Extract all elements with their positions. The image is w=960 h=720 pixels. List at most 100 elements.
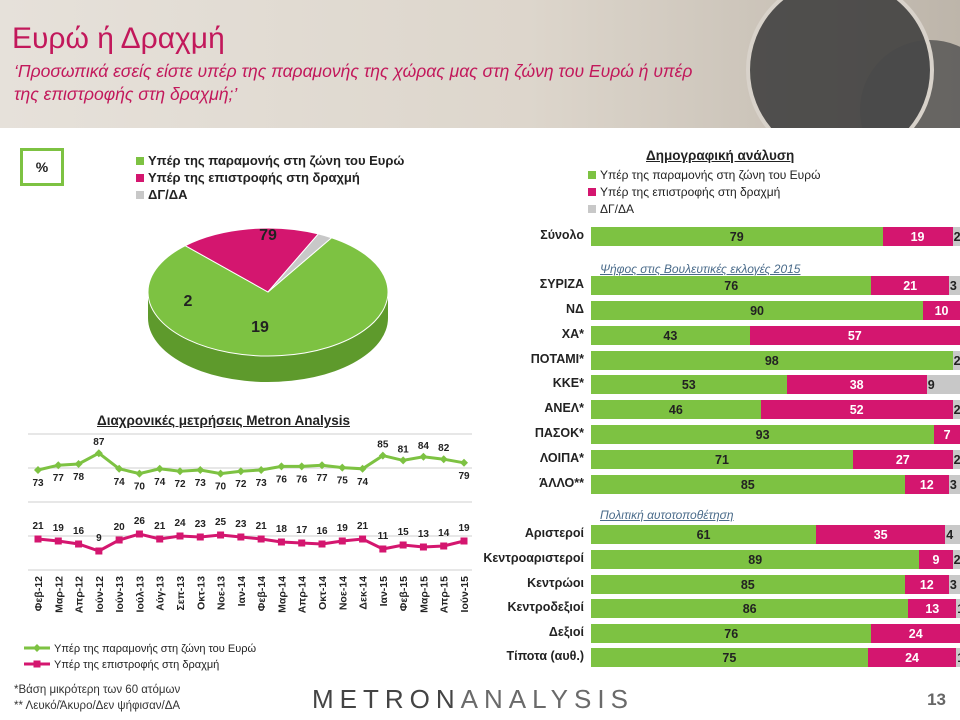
- bar-row: 71 27 2: [591, 450, 960, 469]
- bar-segment-stay: 93: [591, 425, 935, 444]
- stay-point: [378, 451, 387, 460]
- x-tick-label: Απρ-12: [74, 576, 86, 613]
- bar-legend-label: Υπέρ της επιστροφής στη δραχμή: [600, 184, 781, 199]
- legend-label-return: Υπέρ της επιστροφής στη δραχμή: [148, 170, 360, 185]
- bar-row-label: Κεντρώοι: [527, 576, 584, 590]
- x-tick-label: Μαρ-12: [53, 576, 65, 613]
- bar-segment-return: 19: [882, 227, 953, 246]
- bar-group-heading: Ψήφος στις Βουλευτικές εκλογές 2015: [600, 262, 801, 276]
- stay-point: [318, 461, 326, 470]
- x-tick-label: Ιούν-15: [459, 576, 471, 613]
- data-label: 70: [215, 482, 227, 493]
- bar-row-label: Δεξιοί: [548, 625, 584, 639]
- header-band: [0, 0, 960, 128]
- data-label: 23: [235, 519, 247, 530]
- stay-point: [236, 467, 245, 476]
- bar-row-label: ΣΥΡΙΖΑ: [539, 277, 584, 291]
- bar-value-label: 3: [949, 278, 957, 293]
- bar-segment-stay: 89: [591, 550, 920, 569]
- bar-row-label: ΠΟΤΑΜΙ*: [530, 352, 584, 366]
- bar-row: 76 21 3: [591, 276, 960, 295]
- data-label: 73: [195, 478, 207, 489]
- data-label: 26: [134, 516, 146, 527]
- data-label: 19: [458, 523, 470, 534]
- x-tick-label: Φεβ-12: [33, 576, 45, 611]
- bar-segment-return: 12: [904, 575, 949, 594]
- pie-wall: [148, 292, 388, 382]
- bar-segment-dk: 2: [952, 351, 960, 370]
- bar-row: 85 12 3: [591, 475, 960, 494]
- unit-box: %: [20, 148, 64, 186]
- bar-segment-return: 10: [923, 301, 960, 320]
- pie-slice: [147, 237, 389, 357]
- line-chart-title: Διαχρονικές μετρήσεις Metron Analysis: [97, 413, 350, 428]
- bar-segment-return: 35: [816, 525, 946, 544]
- data-label: 76: [296, 474, 308, 485]
- return-point: [156, 535, 164, 543]
- x-tick-label: Φεβ-14: [256, 576, 268, 611]
- bar-row-label: ΆΛΛΟ**: [539, 476, 584, 490]
- return-point: [115, 536, 123, 544]
- stay-point: [297, 462, 306, 471]
- bar-segment-return: 52: [760, 400, 953, 419]
- data-label: 74: [114, 477, 126, 488]
- page-subtitle: ‘Προσωπικά εσείς είστε υπέρ της παραμονή…: [14, 61, 693, 104]
- data-label: 11: [378, 531, 389, 542]
- return-point: [399, 541, 407, 549]
- return-point: [257, 535, 265, 543]
- pie-chart: 79 19 2: [147, 227, 389, 382]
- stay-point: [155, 464, 164, 473]
- footnote-2: ** Λευκό/Άκυρο/Δεν ψήφισαν/ΔΑ: [14, 700, 181, 712]
- bar-value-label: 3: [949, 477, 957, 492]
- bar-row: 86131: [591, 599, 960, 618]
- pie-slice: [184, 227, 320, 293]
- return-point: [338, 537, 346, 545]
- data-label: 15: [398, 527, 410, 538]
- stay-point: [94, 449, 103, 458]
- stay-point: [419, 452, 428, 461]
- return-point: [318, 540, 326, 548]
- stay-series-line: [37, 451, 465, 476]
- stay-point: [399, 456, 408, 465]
- data-label: 78: [73, 472, 85, 483]
- x-tick-label: Φεβ-15: [398, 576, 410, 611]
- bar-value-label: 1: [957, 651, 960, 665]
- pie-legend-item: ΔΓ/ΔΑ: [136, 186, 404, 203]
- data-label: 16: [316, 526, 328, 537]
- bar-segment-dk: 3: [948, 475, 960, 494]
- bar-segment-return: 7: [934, 425, 960, 444]
- legend-swatch-stay: [588, 170, 596, 179]
- bar-segment-return: 13: [908, 599, 957, 618]
- return-point: [135, 530, 143, 538]
- bar-row: 89 9 2: [591, 550, 960, 569]
- bar-segment-dk: 1: [956, 648, 960, 667]
- bar-segment-dk: 3: [948, 575, 960, 594]
- bar-value-label: 3: [949, 577, 957, 592]
- metron-logo: METRONANALYSIS: [312, 684, 634, 715]
- data-label: 74: [154, 477, 166, 488]
- bar-row-label: ΧΑ*: [561, 327, 584, 341]
- bar-row: 46 52 2: [591, 400, 960, 419]
- watermark-decoration: [746, 0, 960, 128]
- stay-point: [196, 466, 205, 474]
- legend-marker: [33, 660, 41, 668]
- pie-legend-item: Υπέρ της επιστροφής στη δραχμή: [136, 169, 404, 186]
- data-label: 73: [256, 478, 268, 489]
- x-tick-label: Ιαν-15: [378, 576, 390, 607]
- bar-segment-stay: 46: [591, 400, 761, 419]
- data-label: 70: [134, 482, 146, 493]
- data-label: 84: [418, 441, 430, 452]
- return-point: [34, 535, 42, 543]
- stay-point: [115, 464, 124, 473]
- bar-segment-stay: 53: [591, 375, 787, 394]
- bar-row: 93 7: [591, 425, 960, 444]
- bar-row: 98 2: [591, 351, 960, 370]
- stay-point: [216, 469, 225, 478]
- stay-point: [257, 466, 266, 474]
- x-tick-label: Αύγ-13: [155, 576, 167, 611]
- return-point: [419, 543, 427, 551]
- data-label: 72: [174, 479, 186, 490]
- data-label: 9: [96, 533, 102, 544]
- bar-segment-return: 21: [871, 276, 949, 295]
- return-point: [75, 540, 83, 548]
